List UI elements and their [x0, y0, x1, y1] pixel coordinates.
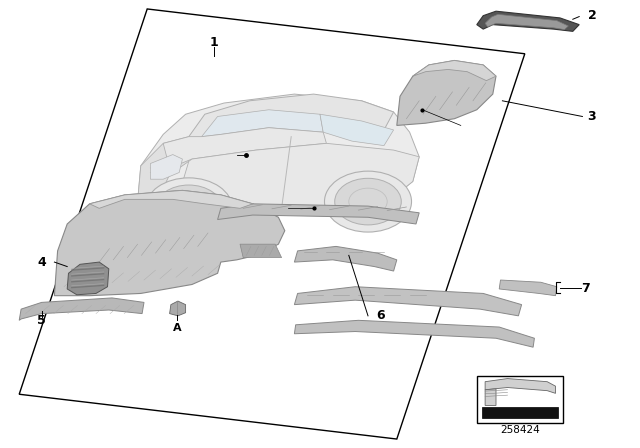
Polygon shape: [173, 143, 419, 215]
Polygon shape: [240, 244, 282, 258]
Polygon shape: [485, 389, 496, 405]
Polygon shape: [320, 114, 394, 146]
Polygon shape: [138, 94, 419, 215]
Text: 3: 3: [588, 110, 596, 123]
Text: 258424: 258424: [500, 425, 540, 435]
Text: 6: 6: [376, 309, 385, 323]
Polygon shape: [163, 128, 326, 168]
Polygon shape: [482, 407, 558, 418]
Polygon shape: [499, 280, 557, 296]
Polygon shape: [294, 246, 397, 271]
Polygon shape: [477, 11, 579, 31]
Circle shape: [324, 171, 412, 232]
Text: 5: 5: [37, 314, 46, 327]
Text: A: A: [173, 323, 182, 332]
Text: 4: 4: [37, 255, 46, 269]
Polygon shape: [90, 190, 253, 208]
Circle shape: [145, 178, 232, 239]
Polygon shape: [218, 204, 419, 224]
Polygon shape: [138, 137, 189, 208]
Polygon shape: [485, 14, 568, 30]
Circle shape: [335, 178, 401, 225]
Text: 7: 7: [581, 282, 590, 296]
Polygon shape: [19, 298, 144, 320]
Polygon shape: [202, 110, 323, 137]
Polygon shape: [413, 60, 496, 81]
Polygon shape: [189, 94, 394, 143]
Polygon shape: [397, 60, 496, 125]
Polygon shape: [67, 262, 109, 295]
Polygon shape: [294, 320, 534, 347]
Text: 2: 2: [588, 9, 596, 22]
Text: 1: 1: [210, 36, 219, 49]
Polygon shape: [485, 379, 556, 393]
FancyBboxPatch shape: [477, 376, 563, 423]
Polygon shape: [170, 301, 186, 316]
Polygon shape: [150, 155, 182, 179]
Polygon shape: [294, 287, 522, 316]
Circle shape: [156, 185, 222, 232]
Polygon shape: [54, 190, 285, 296]
